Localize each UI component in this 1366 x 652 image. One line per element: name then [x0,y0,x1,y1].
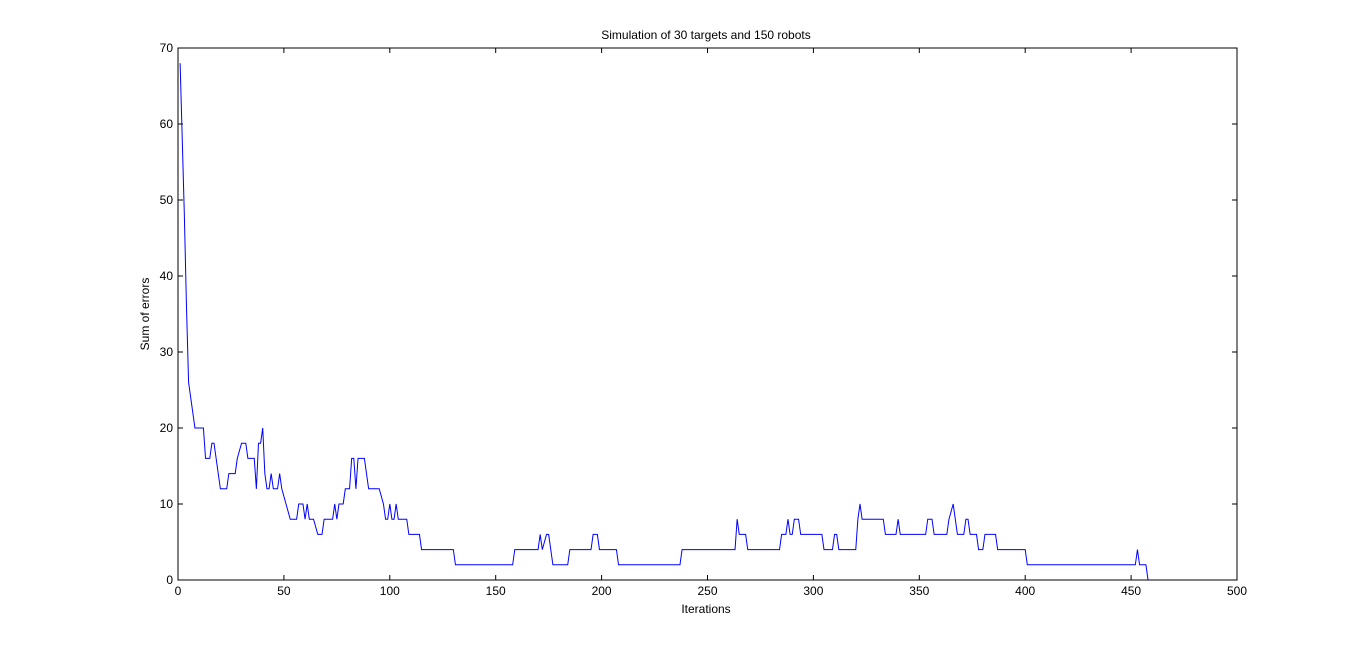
y-tick-label: 50 [160,193,174,207]
y-tick-label: 60 [160,117,174,131]
x-tick-label: 350 [909,584,929,598]
x-tick-label: 0 [175,584,182,598]
y-axis-label: Sum of errors [138,278,152,351]
y-tick-label: 0 [166,573,173,587]
chart-title: Simulation of 30 targets and 150 robots [601,28,810,42]
x-tick-label: 450 [1121,584,1141,598]
y-tick-label: 30 [160,345,174,359]
plot-area [177,47,1238,581]
y-tick-label: 20 [160,421,174,435]
x-tick-label: 100 [380,584,400,598]
y-tick-label: 40 [160,269,174,283]
series-line-sum-of-errors [179,63,1149,581]
x-tick-label: 250 [697,584,717,598]
x-tick-label: 400 [1015,584,1035,598]
x-tick-label: 50 [277,584,291,598]
x-tick-label: 300 [803,584,823,598]
x-tick-label: 150 [486,584,506,598]
y-tick-label: 70 [160,41,174,55]
x-tick-label: 500 [1227,584,1247,598]
y-tick-label: 10 [160,497,174,511]
x-axis-label: Iterations [681,602,730,616]
x-axis-ticks: 0 50 100 150 200 250 300 350 400 450 500 [175,48,1247,598]
x-tick-label: 200 [592,584,612,598]
y-axis-ticks: 0 10 20 30 40 50 60 70 [160,41,1237,587]
